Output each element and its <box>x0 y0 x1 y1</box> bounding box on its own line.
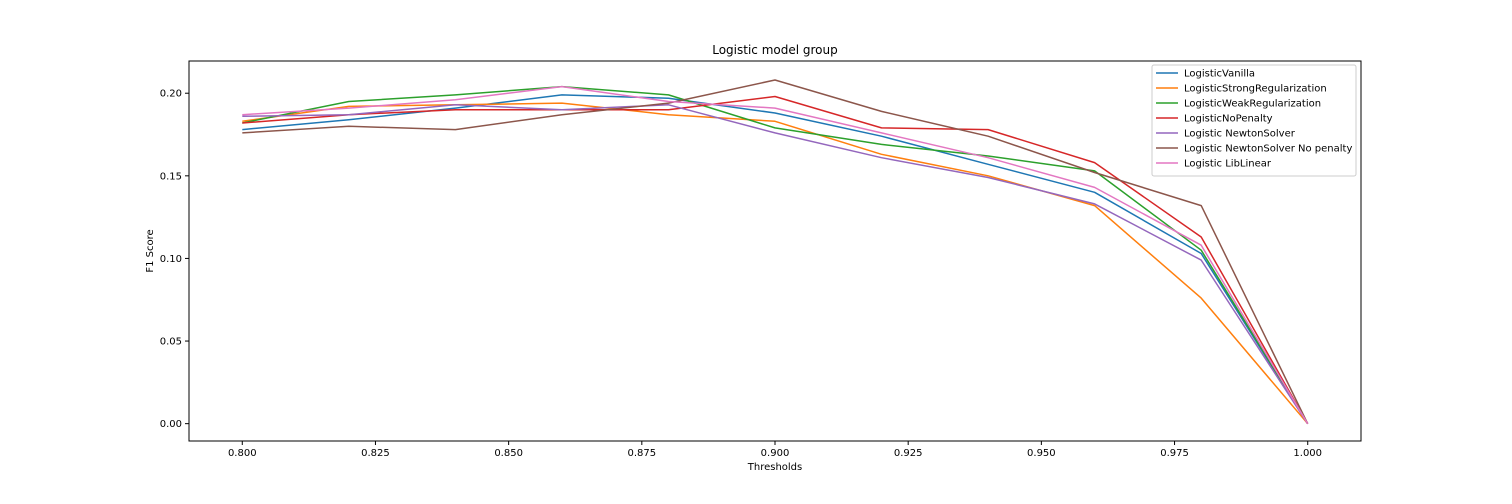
legend-label: LogisticNoPenalty <box>1184 114 1273 125</box>
y-tick-label: 0.15 <box>160 171 182 182</box>
legend: LogisticVanilla LogisticStrongRegularizat… <box>1151 64 1357 177</box>
legend-box <box>1151 64 1357 177</box>
x-tick-label: 1.000 <box>1293 448 1322 459</box>
x-tick-label: 0.850 <box>494 448 523 459</box>
legend-label: Logistic NewtonSolver No penalty <box>1184 144 1352 155</box>
series-line-4 <box>242 95 1309 425</box>
x-tick-label: 0.950 <box>1027 448 1056 459</box>
series-line-2 <box>242 102 1309 425</box>
x-axis: 0.800 0.825 0.850 0.875 0.900 0.925 0.950 0.975… <box>228 441 1322 459</box>
series-line-3 <box>242 85 1309 425</box>
y-axis-label: F1 Score <box>145 229 156 272</box>
legend-label: Logistic NewtonSolver <box>1184 129 1296 140</box>
x-tick-label: 0.800 <box>228 448 257 459</box>
series-line-5 <box>242 104 1309 425</box>
x-tick-label: 0.825 <box>361 448 390 459</box>
y-tick-label: 0.20 <box>160 89 182 100</box>
legend-label: LogisticStrongRegularization <box>1184 84 1327 95</box>
series-line-6 <box>242 79 1309 425</box>
chart-title: Logistic model group <box>712 43 838 57</box>
y-axis: 0.00 0.05 0.10 0.15 0.20 <box>160 89 189 430</box>
y-tick-label: 0.05 <box>160 337 182 348</box>
legend-label: LogisticVanilla <box>1184 69 1255 80</box>
y-tick-label: 0.00 <box>160 419 182 430</box>
legend-label: Logistic LibLinear <box>1184 159 1272 170</box>
x-tick-label: 0.975 <box>1160 448 1189 459</box>
x-tick-label: 0.925 <box>894 448 923 459</box>
series-line-7 <box>242 85 1309 425</box>
x-axis-label: Thresholds <box>747 462 803 473</box>
x-tick-label: 0.900 <box>761 448 790 459</box>
x-tick-label: 0.875 <box>627 448 656 459</box>
legend-label: LogisticWeakRegularization <box>1184 99 1321 110</box>
y-tick-label: 0.10 <box>160 254 182 265</box>
series-layer <box>242 79 1309 425</box>
